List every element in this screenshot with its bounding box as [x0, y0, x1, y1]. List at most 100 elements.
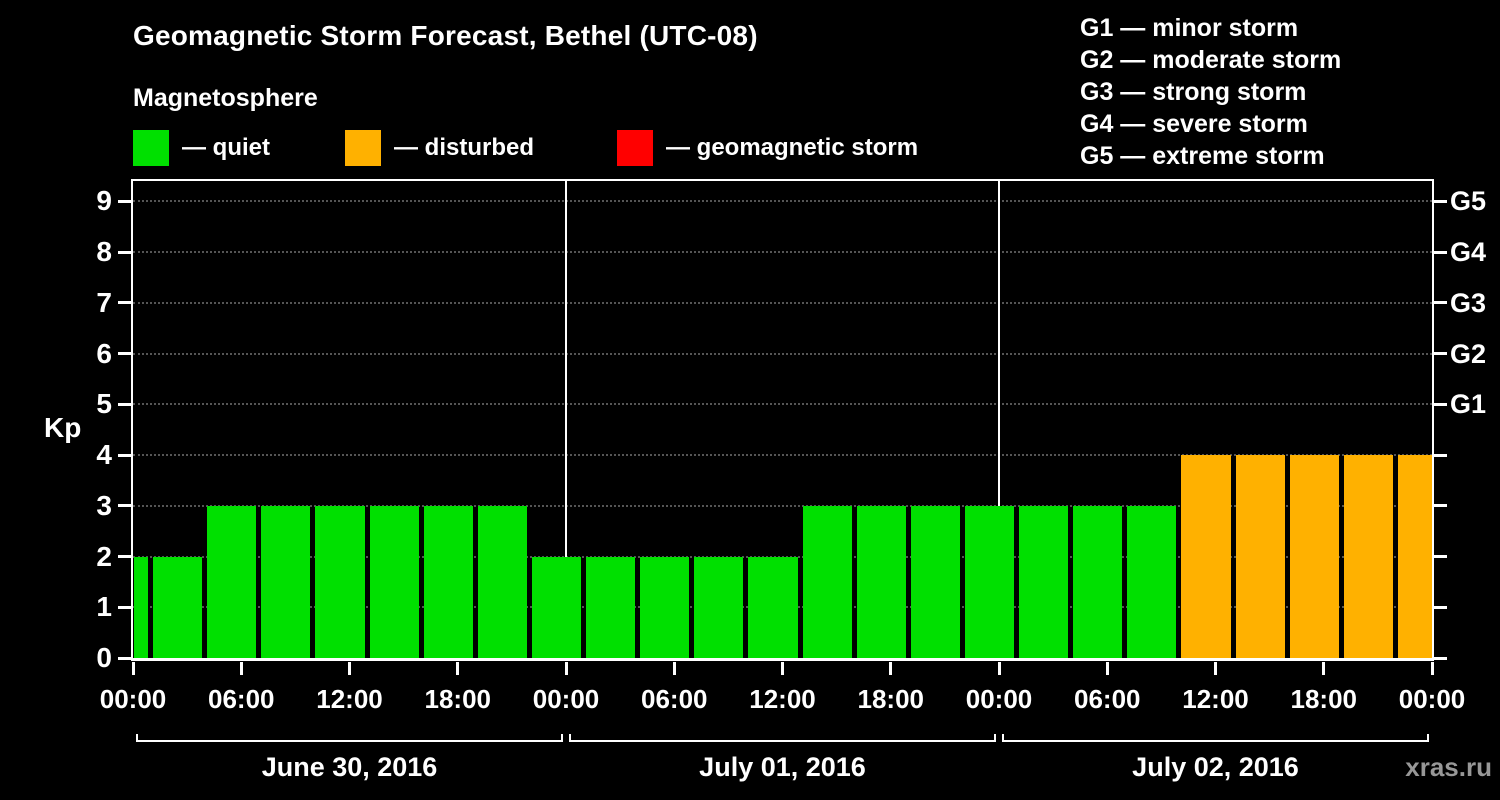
kp-bar — [910, 505, 960, 658]
y-axis-tick — [118, 605, 131, 609]
day-separator-line — [998, 181, 1000, 658]
gridline-kp-6 — [133, 352, 1432, 355]
x-axis-tick — [1322, 662, 1326, 675]
x-axis-tick-label: 00:00 — [532, 684, 600, 714]
x-axis-tick-label: 00:00 — [1398, 684, 1466, 714]
x-axis-tick — [781, 662, 784, 675]
x-axis-tick — [672, 662, 676, 675]
kp-bar — [1397, 455, 1432, 658]
y-axis-tick-right — [1434, 504, 1447, 508]
y-axis-tick — [118, 250, 131, 254]
x-axis-tick — [564, 662, 568, 675]
legend-label-quiet: — quiet — [182, 134, 270, 161]
x-axis-tick-label: 00:00 — [965, 684, 1033, 714]
x-axis-tick — [889, 662, 893, 675]
y-axis-tick-labels: 0 1 2 3 4 5 6 7 8 9 — [30, 181, 112, 673]
x-axis-tick-label: 12:00 — [316, 684, 383, 714]
date-band-end-tick — [561, 734, 563, 740]
right-axis-g-label: G5 — [1450, 186, 1487, 217]
date-band-end-tick — [1427, 734, 1429, 740]
x-axis-tick-label: 12:00 — [1182, 684, 1249, 714]
kp-bar — [802, 505, 852, 658]
gridline-kp-4 — [133, 454, 1432, 457]
date-band-end-tick — [994, 734, 996, 740]
watermark: xras.ru — [1405, 752, 1492, 782]
kp-bar — [748, 556, 798, 658]
kp-bar — [369, 505, 419, 658]
legend-item-quiet: — quiet — [133, 128, 270, 168]
y-axis-tick-label: 4 — [96, 439, 112, 471]
y-axis-tick-right — [1434, 250, 1447, 254]
x-axis-tick — [348, 662, 351, 675]
date-label: July 01, 2016 — [699, 752, 866, 782]
y-axis-tick — [118, 656, 131, 660]
y-axis-tick-right — [1434, 453, 1447, 457]
kp-bar — [153, 556, 203, 658]
x-axis-tick-labels: 00:00 06:00 12:00 18:00 00:00 06:00 12:00 18:00… — [100, 684, 1466, 718]
kp-bar — [1127, 505, 1177, 658]
x-axis-tick — [1214, 662, 1217, 675]
magnetosphere-label: Magnetosphere — [133, 84, 318, 112]
y-axis-tick-label: 2 — [96, 540, 112, 572]
y-axis-tick — [118, 504, 131, 508]
kp-bar — [586, 556, 636, 658]
kp-bar — [1235, 455, 1285, 658]
x-axis-tick — [1105, 662, 1109, 675]
x-axis-tick-label: 06:00 — [208, 684, 275, 714]
kp-bar — [856, 505, 906, 658]
date-band-end-tick — [136, 734, 138, 740]
y-axis-tick — [118, 453, 131, 457]
kp-color-legend: — quiet — disturbed — geomagnetic storm — [133, 128, 1033, 168]
kp-bar — [640, 556, 690, 658]
right-axis-g-label: G4 — [1450, 237, 1487, 268]
legend-swatch-storm — [617, 130, 653, 166]
y-axis-tick-label: 3 — [96, 489, 112, 521]
gridline-kp-7 — [133, 301, 1432, 304]
y-axis-tick-right — [1434, 402, 1447, 406]
x-axis-tick-label: 06:00 — [1074, 684, 1141, 714]
legend-label-disturbed: — disturbed — [394, 134, 535, 161]
x-axis-tick — [1430, 662, 1434, 675]
y-axis-tick-label: 6 — [96, 337, 112, 369]
x-axis-tick-label: 00:00 — [99, 684, 167, 714]
y-axis-tick-right — [1434, 555, 1447, 559]
gridline-kp-3 — [133, 504, 1432, 507]
y-axis-tick-label: 9 — [96, 185, 112, 217]
gridline-kp-8 — [133, 251, 1432, 254]
x-axis-tick-label: 06:00 — [641, 684, 708, 714]
x-axis-tick — [997, 662, 1001, 675]
y-axis-tick-label: 8 — [96, 236, 112, 268]
x-axis-tick — [239, 662, 243, 675]
y-axis-tick — [118, 199, 131, 203]
kp-bar — [531, 556, 582, 658]
kp-bar — [1073, 505, 1123, 658]
x-axis-tick — [456, 662, 460, 675]
gridline-kp-5 — [133, 403, 1432, 406]
y-axis-tick-right — [1434, 656, 1447, 660]
kp-bar — [964, 505, 1015, 658]
g-scale-legend-item: G4 — severe storm — [1080, 110, 1308, 138]
kp-bar — [1181, 455, 1231, 658]
kp-bar — [207, 505, 257, 658]
kp-bar — [261, 505, 311, 658]
y-axis-tick-label: 1 — [96, 591, 112, 623]
g-scale-legend: G1 — minor storm G2 — moderate storm G3 — … — [1080, 12, 1341, 172]
legend-swatch-quiet — [133, 130, 169, 166]
date-bands: June 30, 2016 July 01, 2016 July 02, 2016 — [133, 734, 1432, 798]
x-axis-tick-label: 18:00 — [1290, 684, 1358, 714]
y-axis-tick-right — [1434, 199, 1447, 203]
kp-bar — [1019, 505, 1069, 658]
day-separator-line — [565, 181, 567, 658]
right-axis-g-label: G2 — [1450, 338, 1487, 369]
y-axis-tick — [118, 555, 131, 559]
y-axis-tick-right — [1434, 605, 1447, 609]
date-band-line — [1002, 740, 1429, 742]
y-axis-tick-label: 0 — [96, 642, 112, 673]
legend-label-storm: — geomagnetic storm — [666, 134, 919, 161]
right-axis-g-labels: G1 G2 G3 G4 G5 — [1450, 181, 1500, 658]
y-axis-tick-right — [1434, 301, 1447, 305]
date-label: July 02, 2016 — [1132, 752, 1299, 782]
legend-item-storm: — geomagnetic storm — [617, 128, 918, 168]
y-axis-tick-label: 5 — [96, 388, 112, 420]
